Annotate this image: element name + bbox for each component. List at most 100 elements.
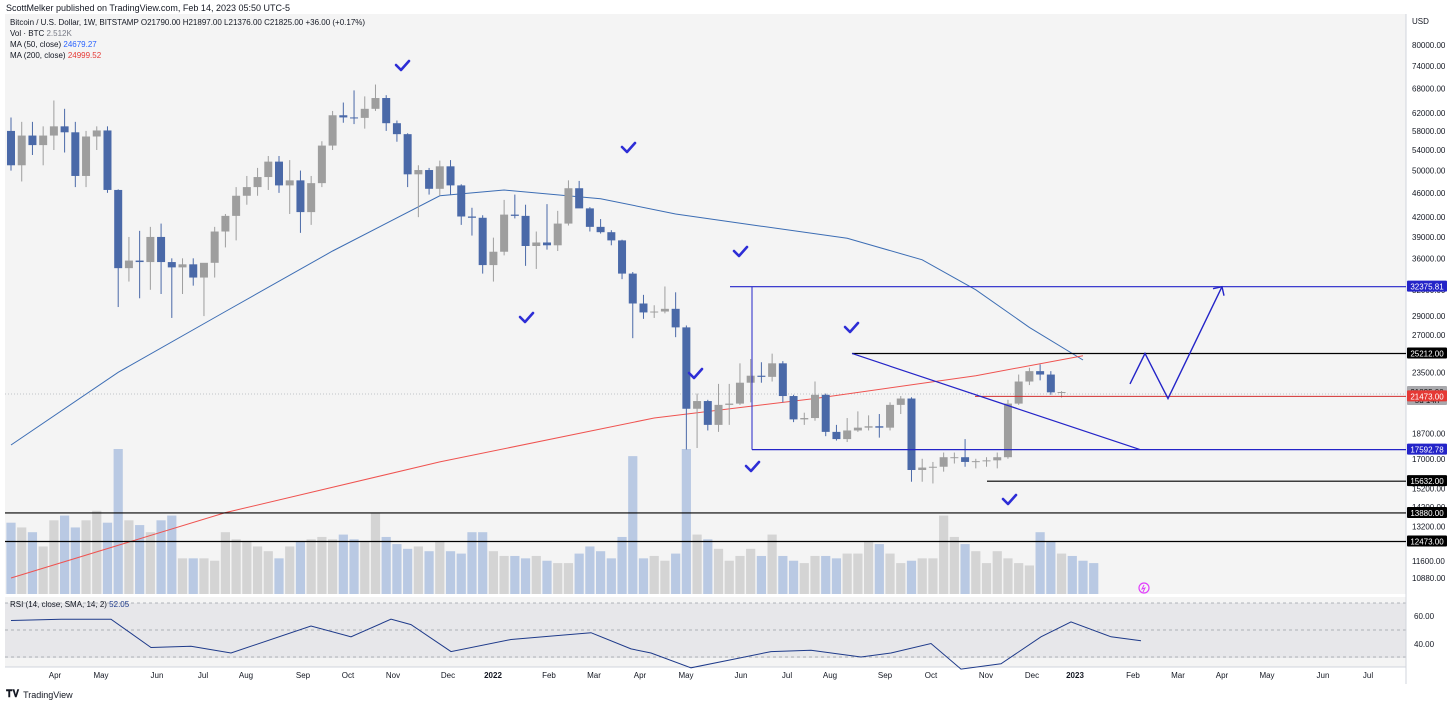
volume-bar [435, 541, 445, 594]
time-tick-label: Jun [735, 671, 748, 680]
volume-bar [199, 558, 209, 594]
candle [92, 126, 101, 151]
candle [907, 397, 916, 482]
rsi-band [5, 603, 1406, 658]
candle [510, 194, 519, 219]
candle [500, 199, 509, 256]
volume-bar [135, 525, 145, 594]
candle [307, 175, 316, 225]
candle [296, 170, 305, 233]
volume-bar [177, 558, 188, 594]
candle [896, 396, 905, 415]
symbol-row[interactable]: Bitcoin / U.S. Dollar, 1W, BITSTAMP O217… [10, 17, 365, 28]
candle [232, 187, 241, 241]
candle [167, 258, 176, 318]
candle [789, 394, 798, 423]
tradingview-logo-icon: 𝐓𝐕 [6, 689, 20, 700]
volume-bar [681, 449, 691, 594]
candle [157, 223, 166, 294]
checkmark-icon [732, 245, 749, 258]
candle [371, 84, 380, 111]
ma50-label: MA (50, close) [10, 40, 62, 49]
price-tick-label: 27000.00 [1412, 331, 1446, 340]
candle [114, 189, 123, 308]
candle [971, 458, 980, 469]
projection-path [1129, 286, 1223, 401]
volume-bar [349, 539, 359, 594]
volume-bar [328, 539, 338, 594]
price-tick-label: 54000.00 [1412, 146, 1446, 155]
candle [39, 126, 48, 166]
volume-bar [424, 551, 434, 594]
volume-bar [38, 546, 48, 594]
volume-bar [960, 544, 970, 594]
candle [800, 412, 809, 425]
volume-bar [949, 536, 959, 594]
volume-bar [488, 551, 498, 594]
volume-bar [285, 546, 295, 594]
price-tick-label: 17000.00 [1412, 455, 1446, 464]
time-tick-label: Oct [925, 671, 938, 680]
ma200-legend-row[interactable]: MA (200, close) 24999.52 [10, 50, 365, 61]
svg-text:32375.81: 32375.81 [1410, 283, 1444, 292]
candle [317, 141, 326, 188]
price-tick-label: 23500.00 [1412, 368, 1446, 377]
volume-bar [370, 513, 381, 594]
volume-bar [971, 551, 981, 594]
candle [660, 286, 669, 314]
volume-bar [220, 532, 230, 594]
price-tick-label: 29000.00 [1412, 312, 1446, 321]
volume-bar [188, 558, 198, 594]
candle [350, 90, 359, 125]
candle [414, 165, 423, 218]
volume-bar [788, 560, 799, 594]
time-tick-label: Aug [239, 671, 253, 680]
candle [210, 226, 219, 278]
ma200-label: MA (200, close) [10, 51, 66, 60]
candle [875, 414, 884, 438]
candle [693, 393, 702, 448]
candle [575, 180, 584, 209]
candle [543, 204, 551, 250]
candle [242, 175, 251, 205]
chart-legend: Bitcoin / U.S. Dollar, 1W, BITSTAMP O217… [10, 17, 365, 61]
volume-bar [1078, 560, 1088, 594]
price-axis-label: 13880.00 [1407, 506, 1447, 518]
candle [961, 439, 970, 467]
candle [564, 180, 573, 226]
footer: 𝐓𝐕 TradingView [6, 689, 73, 700]
price-tick-label: 68000.00 [1412, 84, 1446, 93]
candle [275, 156, 283, 193]
price-tick-label: 36000.00 [1412, 254, 1446, 263]
volume-bar [231, 539, 241, 594]
volume-bar [703, 539, 713, 594]
checkmark-icon [687, 367, 704, 380]
rsi-legend[interactable]: RSI (14, close, SMA, 14, 2) 52.05 [10, 600, 129, 609]
volume-bar [403, 548, 413, 594]
candle [221, 213, 230, 248]
price-axis-label: 25212.00 [1407, 347, 1447, 359]
alert-icon[interactable] [1138, 582, 1150, 594]
price-axis-label: 21473.00 [1407, 390, 1447, 402]
candle [82, 130, 91, 188]
rsi-series [10, 618, 1142, 670]
time-tick-label: Mar [1171, 671, 1185, 680]
volume-bar [563, 563, 574, 594]
volume-legend-row[interactable]: Vol · BTC 2.512K [10, 28, 365, 39]
candle [596, 219, 605, 234]
candle [103, 126, 112, 193]
time-tick-label: May [1259, 671, 1274, 680]
time-tick-label: Feb [542, 671, 556, 680]
candle [757, 362, 766, 383]
price-axis-label: 15632.00 [1407, 475, 1447, 487]
candle [360, 96, 369, 129]
time-tick-label: Apr [634, 671, 647, 680]
price-axis-label: 17592.78 [1407, 443, 1447, 455]
volume-bar [842, 553, 852, 594]
candle [478, 215, 487, 274]
candle [714, 383, 723, 432]
candle [60, 108, 69, 153]
ma50-legend-row[interactable]: MA (50, close) 24679.27 [10, 39, 365, 50]
